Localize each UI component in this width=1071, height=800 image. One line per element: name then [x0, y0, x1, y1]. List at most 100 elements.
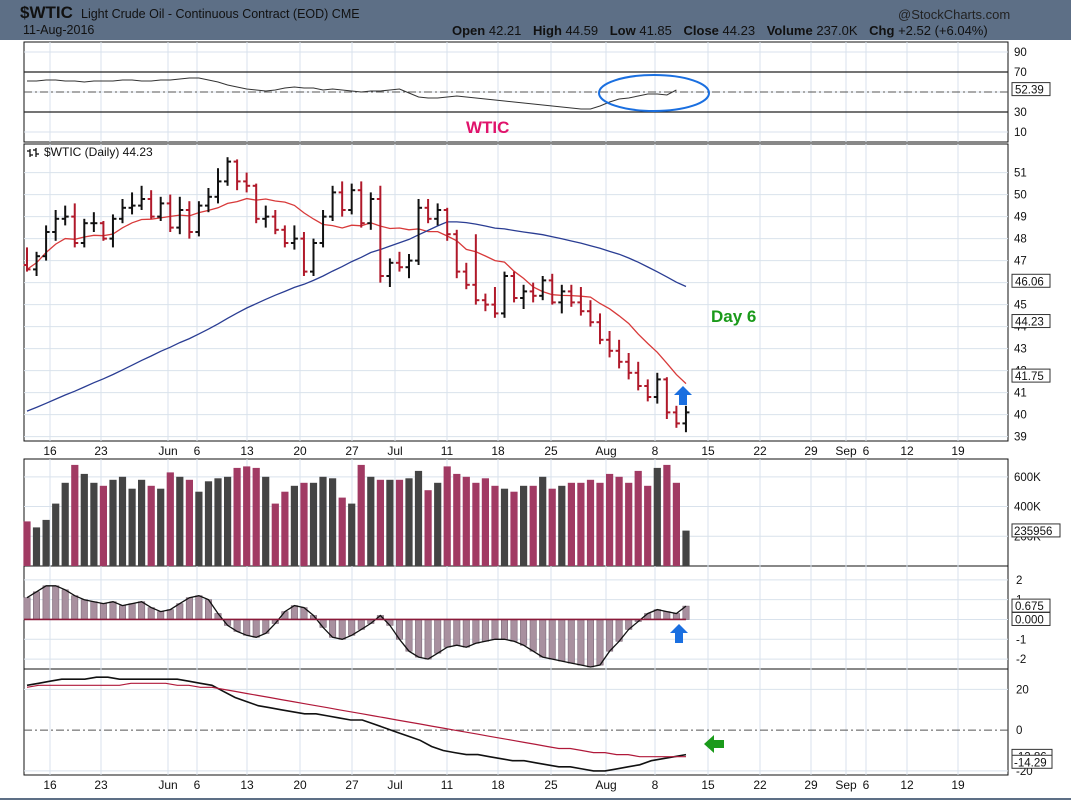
x-tick-label: 16	[43, 778, 57, 792]
y-tick-label: 51	[1014, 168, 1027, 180]
y-tick-label: 39	[1014, 432, 1027, 444]
volume-bar	[529, 485, 537, 567]
histogram-bar	[281, 611, 289, 620]
ohlc-bar	[338, 181, 346, 217]
y-tick-label: -2	[1016, 654, 1026, 666]
ohlc-bar	[453, 229, 461, 279]
x-tick-label: 15	[701, 444, 715, 458]
ohlc-bar	[386, 258, 394, 287]
volume-bar	[644, 485, 652, 567]
ohlc-bar	[653, 372, 661, 404]
volume-bar	[71, 464, 79, 566]
x-tick-label: 16	[43, 444, 57, 458]
ohlc-bar	[99, 221, 107, 241]
x-tick-label: 25	[544, 778, 558, 792]
y-tick-label: 20	[1016, 684, 1029, 696]
histogram-bar	[472, 619, 480, 644]
ohlc-bar	[424, 199, 432, 224]
ohlc-bar	[472, 234, 480, 305]
ohlc-bar	[443, 207, 451, 241]
histogram-bar	[453, 619, 461, 646]
histogram-bar	[415, 619, 423, 658]
oscillator-panel	[23, 668, 1009, 776]
histogram-bar	[61, 589, 69, 620]
x-tick-label: 23	[94, 444, 108, 458]
ohlc-bar	[434, 203, 442, 226]
x-tick-label: Sep	[835, 778, 857, 792]
ohlc-bar	[606, 331, 614, 358]
histogram-bar	[52, 585, 60, 620]
chg-value: +2.52 (+6.04%)	[898, 23, 988, 38]
ohlc-bar	[52, 210, 60, 241]
y-tick-label: 45	[1014, 300, 1027, 312]
ohlc-bar	[319, 210, 327, 248]
volume-bar	[138, 479, 146, 566]
ohlc-bar	[491, 287, 499, 318]
histogram-bar	[663, 611, 671, 620]
histogram-bar	[405, 619, 413, 652]
histogram-bar	[185, 597, 193, 620]
day-label: Day 6	[711, 307, 756, 326]
ohlc-bar	[300, 232, 308, 276]
x-tick-label: 11	[441, 444, 454, 458]
ohlc-bar	[109, 214, 117, 248]
volume-bar	[491, 485, 499, 567]
chart-date: 11-Aug-2016	[23, 23, 95, 37]
x-tick-label: Jun	[158, 444, 177, 458]
volume-label: Volume	[766, 23, 813, 38]
histogram-bar	[147, 607, 155, 620]
oscillator-last-label: -14.29	[1014, 757, 1047, 769]
volume-value: 237.0K	[816, 23, 858, 38]
ohlc-bar	[529, 282, 537, 303]
histogram-bar	[491, 619, 499, 640]
volume-bar	[204, 481, 213, 566]
ohlc-bar	[405, 254, 413, 279]
close-label: 44.23	[1015, 317, 1044, 329]
histogram-bar	[176, 603, 184, 620]
x-tick-label: 8	[652, 444, 659, 458]
x-tick-label: 12	[900, 778, 914, 792]
ma-long-label-box	[1011, 273, 1051, 288]
volume-bar	[596, 482, 604, 566]
volume-bar	[262, 476, 270, 566]
x-tick-label: 6	[194, 444, 201, 458]
ohlc-bar	[310, 238, 317, 276]
x-tick-label: 27	[345, 444, 359, 458]
x-tick-label: 13	[240, 778, 254, 792]
histogram-bar	[500, 619, 508, 640]
x-tick-label: 25	[544, 444, 558, 458]
x-tick-label: 19	[951, 778, 965, 792]
histogram-bar	[109, 601, 117, 620]
brand-logo: @StockCharts.com	[898, 7, 1011, 22]
histogram-line	[26, 585, 687, 668]
x-tick-label: 29	[804, 778, 818, 792]
oscillator-signal-line	[26, 682, 686, 758]
oscillator-line	[26, 676, 687, 772]
histogram-bar	[596, 619, 604, 666]
volume-bar	[90, 482, 98, 566]
ohlc-bar	[61, 205, 69, 226]
histogram-bar	[338, 619, 346, 640]
highlight-ellipse	[598, 74, 710, 112]
moving-average-short	[26, 197, 687, 385]
ma-short-label: 41.75	[1015, 371, 1044, 383]
volume-bar	[52, 503, 60, 566]
volume-bar	[414, 470, 423, 566]
histogram-bar	[80, 599, 88, 620]
x-tick-label: Sep	[835, 444, 857, 458]
volume-bar	[109, 479, 117, 566]
y-tick-label: 43	[1014, 344, 1027, 356]
ohlc-readout: Open 42.21 High 44.59 Low 41.85 Close 44…	[452, 23, 996, 38]
ma-short-label-box	[1011, 368, 1051, 383]
volume-bar	[252, 467, 260, 566]
y-tick-label: 10	[1014, 127, 1027, 139]
volume-bar	[185, 479, 193, 566]
moving-average-long	[26, 221, 687, 412]
ohlc-bar	[214, 168, 222, 204]
histogram-bar	[128, 603, 136, 620]
histogram-bar	[195, 595, 203, 620]
histogram-bar	[577, 619, 585, 666]
volume-bar	[300, 482, 308, 566]
volume-bar	[32, 527, 41, 566]
ohlc-bar	[625, 353, 633, 380]
